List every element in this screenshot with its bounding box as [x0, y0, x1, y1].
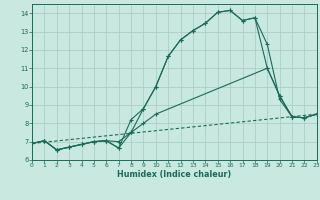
X-axis label: Humidex (Indice chaleur): Humidex (Indice chaleur)	[117, 170, 232, 179]
